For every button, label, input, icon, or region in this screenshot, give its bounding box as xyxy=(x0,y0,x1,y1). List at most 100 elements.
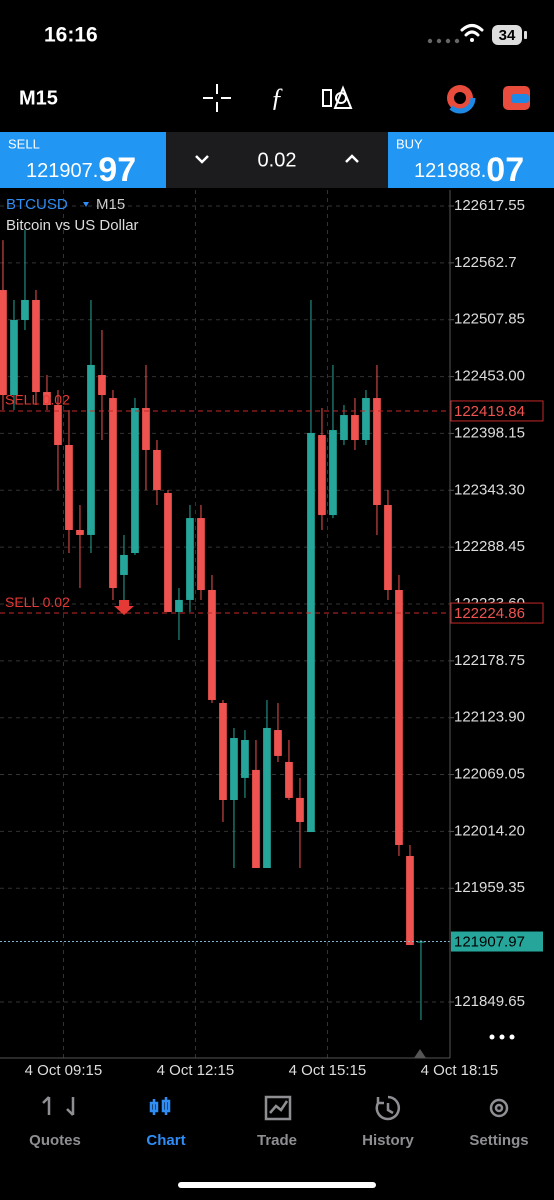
buy-price-main: 121988. xyxy=(414,160,486,182)
tab-bar: Quotes Chart Trade History Settings xyxy=(29,1095,529,1149)
tab-icon[interactable] xyxy=(375,1095,401,1121)
sell-button[interactable] xyxy=(0,132,166,188)
more-button[interactable] xyxy=(489,1034,515,1040)
tab-icon[interactable] xyxy=(149,1097,171,1115)
sell-price: 121907.97 xyxy=(26,151,136,189)
y-tick-label: 122069.05 xyxy=(454,766,525,783)
candle-body xyxy=(230,738,238,801)
current-price: 121907.97 xyxy=(454,933,525,950)
candle-body xyxy=(263,727,271,869)
volume-value[interactable]: 0.02 xyxy=(258,149,297,171)
sell-price-main: 121907. xyxy=(26,160,98,182)
y-tick-label: 122398.15 xyxy=(454,424,525,441)
order-price: 122224.86 xyxy=(454,605,525,622)
candle-body xyxy=(285,761,293,798)
candle-body xyxy=(384,505,392,591)
order-label: SELL 0.02 xyxy=(5,594,70,610)
order-price-box xyxy=(450,400,544,422)
y-tick-label: 122343.30 xyxy=(454,481,525,498)
candle-body xyxy=(340,415,348,441)
buy-price: 121988.07 xyxy=(414,151,524,189)
candle-body xyxy=(373,398,381,506)
order-label: SELL 0.02 xyxy=(5,392,70,408)
current-price-box xyxy=(451,931,543,952)
home-indicator xyxy=(178,1182,376,1188)
candle-body xyxy=(10,319,18,396)
battery xyxy=(492,25,522,45)
sell-price-big: 97 xyxy=(98,151,136,189)
trade-toggle-icon[interactable] xyxy=(503,86,530,110)
candle-body xyxy=(362,398,370,441)
candle-body xyxy=(208,590,216,700)
candle-body xyxy=(252,769,260,869)
tab-label[interactable]: Quotes xyxy=(29,1132,81,1149)
y-tick-label: 122178.75 xyxy=(454,652,525,669)
candle-body xyxy=(109,398,117,589)
battery-tip xyxy=(524,31,527,39)
tab-icon[interactable] xyxy=(264,1095,292,1121)
candle-body xyxy=(175,599,183,612)
candle-body xyxy=(120,554,128,575)
tab-label[interactable]: Chart xyxy=(146,1132,185,1149)
tab-label[interactable]: Settings xyxy=(469,1132,528,1149)
buy-label: BUY xyxy=(396,136,423,151)
buy-price-big: 07 xyxy=(486,151,524,189)
order-price-box xyxy=(450,602,544,624)
order-price: 122419.84 xyxy=(454,403,525,420)
y-tick-label: 122453.00 xyxy=(454,368,525,385)
candle-body xyxy=(65,444,73,530)
timeframe-button[interactable]: M15 xyxy=(19,87,58,109)
candle-body xyxy=(87,364,95,535)
y-tick-label: 122617.55 xyxy=(454,197,525,214)
symbol[interactable]: BTCUSD xyxy=(6,196,68,213)
x-tick-label: 4 Oct 18:15 xyxy=(421,1062,499,1079)
x-tick-label: 4 Oct 09:15 xyxy=(25,1062,103,1079)
candle-body xyxy=(296,797,304,822)
candle-body xyxy=(406,855,414,946)
status-time: 16:16 xyxy=(44,24,98,47)
candle-body xyxy=(142,407,150,450)
sell-label: SELL xyxy=(8,136,40,151)
buy-button[interactable] xyxy=(388,132,554,188)
battery-level: 34 xyxy=(499,27,516,44)
chart-timeframe: M15 xyxy=(96,196,125,213)
signal xyxy=(427,38,460,44)
tab-label[interactable]: History xyxy=(362,1132,414,1149)
candle-body xyxy=(219,702,227,801)
symbol-description: Bitcoin vs US Dollar xyxy=(6,217,139,234)
account-icon[interactable] xyxy=(444,82,476,114)
y-tick-label: 121849.65 xyxy=(454,993,525,1010)
y-tick-label: 122562.7 xyxy=(454,254,517,271)
tab-icon[interactable] xyxy=(489,1098,509,1118)
candle-body xyxy=(0,290,7,396)
candle-body xyxy=(98,375,106,396)
volume-up[interactable] xyxy=(345,154,359,163)
indicators-icon[interactable]: ƒ xyxy=(271,83,284,112)
scroll-marker xyxy=(414,1049,426,1058)
volume-down[interactable] xyxy=(195,155,209,164)
candle-body xyxy=(274,730,282,756)
candle-body xyxy=(395,590,403,845)
candle-body xyxy=(32,299,40,393)
candle-body xyxy=(131,407,139,553)
tab-label[interactable]: Trade xyxy=(257,1132,297,1149)
candle-body xyxy=(21,299,29,320)
y-tick-label: 122123.90 xyxy=(454,709,525,726)
candle-body xyxy=(197,518,205,591)
y-tick-label: 122507.85 xyxy=(454,311,525,328)
objects-icon[interactable] xyxy=(322,85,353,109)
chart: 122617.55 122562.7 122507.85 122453.00 12239… xyxy=(0,190,544,1079)
candle-body xyxy=(351,415,359,441)
symbol-dropdown[interactable] xyxy=(83,202,89,207)
tab-icon[interactable] xyxy=(42,1096,75,1116)
wifi-icon xyxy=(460,24,484,42)
x-tick-label: 4 Oct 12:15 xyxy=(157,1062,235,1079)
x-tick-label: 4 Oct 15:15 xyxy=(289,1062,367,1079)
candle-body xyxy=(54,404,62,445)
sell-arrow xyxy=(114,600,134,615)
crosshair-icon[interactable] xyxy=(203,84,231,112)
candle-body xyxy=(329,430,337,516)
candle-body xyxy=(307,432,315,833)
